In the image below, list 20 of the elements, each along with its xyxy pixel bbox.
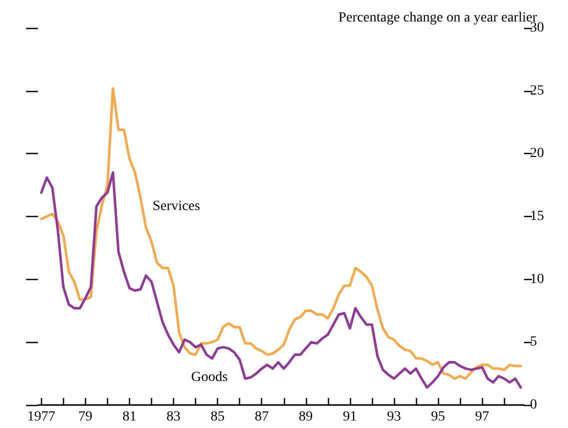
y-tick-label: 20 [530,146,544,162]
x-tick-label: 95 [431,410,446,424]
x-tick-label: 85 [210,410,225,424]
y-tick-label: 10 [530,272,544,287]
x-tick-label: 89 [298,410,313,424]
x-tick-label: 97 [475,410,490,424]
y-tick-label: 25 [530,83,544,98]
series-label: Services [152,198,200,214]
x-tick-label: 1977 [27,410,56,424]
series-label: Goods [191,370,228,385]
x-tick-label: 87 [254,410,269,424]
x-tick-label: 79 [78,410,92,424]
x-tick-label: 83 [166,410,181,424]
line-series [40,87,522,380]
line-series [40,171,522,389]
y-tick-label: 15 [530,209,544,224]
y-tick-label: 5 [530,334,537,350]
x-tick-label: 91 [342,410,357,424]
x-tick-label: 93 [386,410,401,424]
x-tick-label: 81 [122,410,136,424]
